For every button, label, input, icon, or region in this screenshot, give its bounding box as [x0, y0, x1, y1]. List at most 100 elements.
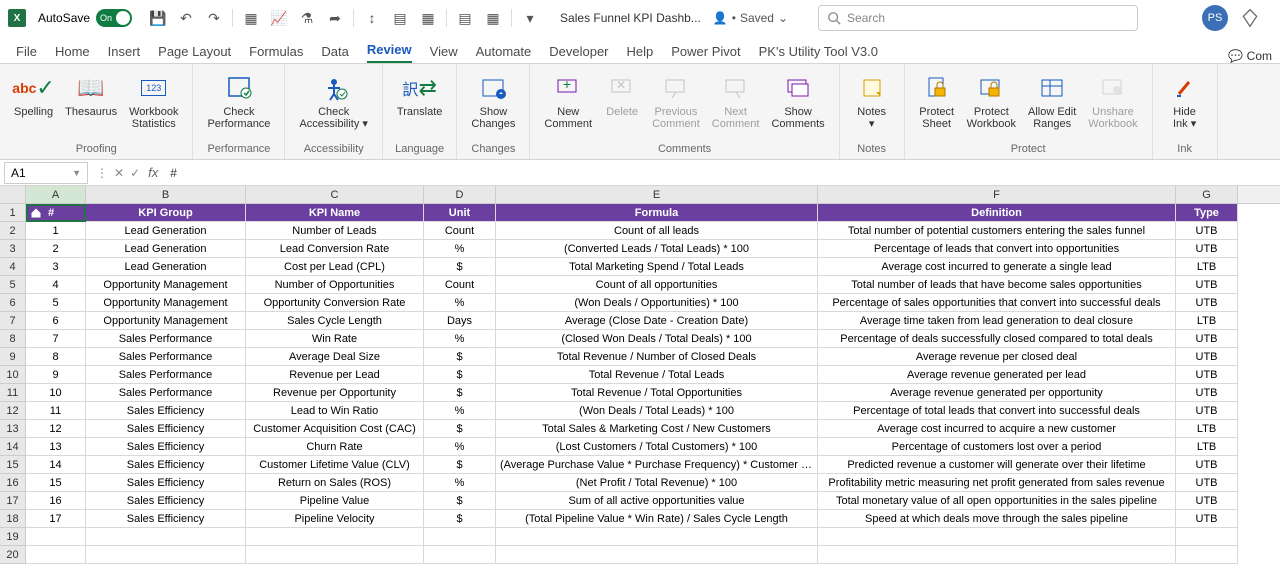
cell-F1[interactable]: Definition [818, 204, 1176, 222]
cell-C16[interactable]: Return on Sales (ROS) [246, 474, 424, 492]
cell-C19[interactable] [246, 528, 424, 546]
hide-button[interactable]: Hide Ink ▾ [1161, 68, 1209, 141]
cell-E12[interactable]: (Won Deals / Total Leads) * 100 [496, 402, 818, 420]
cell-C3[interactable]: Lead Conversion Rate [246, 240, 424, 258]
cell-E9[interactable]: Total Revenue / Number of Closed Deals [496, 348, 818, 366]
cell-B7[interactable]: Opportunity Management [86, 312, 246, 330]
cell-G17[interactable]: UTB [1176, 492, 1238, 510]
allow-edit-button[interactable]: Allow Edit Ranges [1022, 68, 1082, 141]
column-header-A[interactable]: A [26, 186, 86, 203]
save-icon[interactable]: 💾 [147, 7, 169, 29]
tab-developer[interactable]: Developer [549, 44, 608, 63]
filter-icon[interactable]: ⚗ [296, 7, 318, 29]
tab-home[interactable]: Home [55, 44, 90, 63]
cell-E4[interactable]: Total Marketing Spend / Total Leads [496, 258, 818, 276]
cell-F5[interactable]: Total number of leads that have become s… [818, 276, 1176, 294]
cell-A11[interactable]: 10 [26, 384, 86, 402]
protect-button[interactable]: Protect Workbook [961, 68, 1022, 141]
column-header-G[interactable]: G [1176, 186, 1238, 203]
new-button[interactable]: +New Comment [538, 68, 598, 141]
column-header-D[interactable]: D [424, 186, 496, 203]
cell-B15[interactable]: Sales Efficiency [86, 456, 246, 474]
check-button[interactable]: Check Performance [201, 68, 276, 141]
cell-C18[interactable]: Pipeline Velocity [246, 510, 424, 528]
cell-G20[interactable] [1176, 546, 1238, 564]
cell-E20[interactable] [496, 546, 818, 564]
cell-F4[interactable]: Average cost incurred to generate a sing… [818, 258, 1176, 276]
cell-A13[interactable]: 12 [26, 420, 86, 438]
cell-F20[interactable] [818, 546, 1176, 564]
cell-A1[interactable]: # [26, 204, 86, 222]
cell-G6[interactable]: UTB [1176, 294, 1238, 312]
cell-F13[interactable]: Average cost incurred to acquire a new c… [818, 420, 1176, 438]
cell-D4[interactable]: $ [424, 258, 496, 276]
select-all-corner[interactable] [0, 186, 26, 203]
cell-F11[interactable]: Average revenue generated per opportunit… [818, 384, 1176, 402]
cell-F17[interactable]: Total monetary value of all open opportu… [818, 492, 1176, 510]
column-header-C[interactable]: C [246, 186, 424, 203]
cell-G14[interactable]: LTB [1176, 438, 1238, 456]
cell-E8[interactable]: (Closed Won Deals / Total Deals) * 100 [496, 330, 818, 348]
cell-F14[interactable]: Percentage of customers lost over a peri… [818, 438, 1176, 456]
thesaurus-button[interactable]: 📖Thesaurus [59, 68, 123, 141]
cell-B6[interactable]: Opportunity Management [86, 294, 246, 312]
cell-B10[interactable]: Sales Performance [86, 366, 246, 384]
notes-button[interactable]: Notes ▾ [848, 68, 896, 141]
cell-C2[interactable]: Number of Leads [246, 222, 424, 240]
cell-D2[interactable]: Count [424, 222, 496, 240]
cell-D14[interactable]: % [424, 438, 496, 456]
row-header-20[interactable]: 20 [0, 546, 26, 564]
cell-D16[interactable]: % [424, 474, 496, 492]
row-header-2[interactable]: 2 [0, 222, 26, 240]
cell-C17[interactable]: Pipeline Value [246, 492, 424, 510]
cell-B4[interactable]: Lead Generation [86, 258, 246, 276]
tab-insert[interactable]: Insert [108, 44, 141, 63]
cell-F6[interactable]: Percentage of sales opportunities that c… [818, 294, 1176, 312]
cell-E2[interactable]: Count of all leads [496, 222, 818, 240]
show-button[interactable]: Show Comments [765, 68, 830, 141]
cell-E3[interactable]: (Converted Leads / Total Leads) * 100 [496, 240, 818, 258]
cell-E18[interactable]: (Total Pipeline Value * Win Rate) / Sale… [496, 510, 818, 528]
cell-F3[interactable]: Percentage of leads that convert into op… [818, 240, 1176, 258]
cell-A4[interactable]: 3 [26, 258, 86, 276]
cell-A9[interactable]: 8 [26, 348, 86, 366]
row-header-12[interactable]: 12 [0, 402, 26, 420]
share-icon[interactable]: ➦ [324, 7, 346, 29]
cell-G19[interactable] [1176, 528, 1238, 546]
cell-A19[interactable] [26, 528, 86, 546]
spelling-button[interactable]: abc✓Spelling [8, 68, 59, 141]
freeze-icon[interactable]: ▦ [482, 7, 504, 29]
cell-E14[interactable]: (Lost Customers / Total Customers) * 100 [496, 438, 818, 456]
cell-B3[interactable]: Lead Generation [86, 240, 246, 258]
cell-G18[interactable]: UTB [1176, 510, 1238, 528]
cell-A17[interactable]: 16 [26, 492, 86, 510]
cell-D15[interactable]: $ [424, 456, 496, 474]
cell-A2[interactable]: 1 [26, 222, 86, 240]
cell-E17[interactable]: Sum of all active opportunities value [496, 492, 818, 510]
cell-B9[interactable]: Sales Performance [86, 348, 246, 366]
tab-file[interactable]: File [16, 44, 37, 63]
pivot-icon[interactable]: ▤ [389, 7, 411, 29]
cell-G9[interactable]: UTB [1176, 348, 1238, 366]
cell-A14[interactable]: 13 [26, 438, 86, 456]
cell-A6[interactable]: 5 [26, 294, 86, 312]
cell-F15[interactable]: Predicted revenue a customer will genera… [818, 456, 1176, 474]
name-box[interactable]: A1 ▼ [4, 162, 88, 184]
cell-B18[interactable]: Sales Efficiency [86, 510, 246, 528]
cell-E15[interactable]: (Average Purchase Value * Purchase Frequ… [496, 456, 818, 474]
cell-F8[interactable]: Percentage of deals successfully closed … [818, 330, 1176, 348]
cell-D9[interactable]: $ [424, 348, 496, 366]
cell-C13[interactable]: Customer Acquisition Cost (CAC) [246, 420, 424, 438]
row-header-13[interactable]: 13 [0, 420, 26, 438]
cell-G5[interactable]: UTB [1176, 276, 1238, 294]
cell-E11[interactable]: Total Revenue / Total Opportunities [496, 384, 818, 402]
chart-icon[interactable]: 📈 [268, 7, 290, 29]
cell-A3[interactable]: 2 [26, 240, 86, 258]
cell-C14[interactable]: Churn Rate [246, 438, 424, 456]
cell-D19[interactable] [424, 528, 496, 546]
translate-button[interactable]: 訳⇄Translate [391, 68, 448, 141]
row-header-11[interactable]: 11 [0, 384, 26, 402]
cell-C5[interactable]: Number of Opportunities [246, 276, 424, 294]
row-header-15[interactable]: 15 [0, 456, 26, 474]
cell-G2[interactable]: UTB [1176, 222, 1238, 240]
